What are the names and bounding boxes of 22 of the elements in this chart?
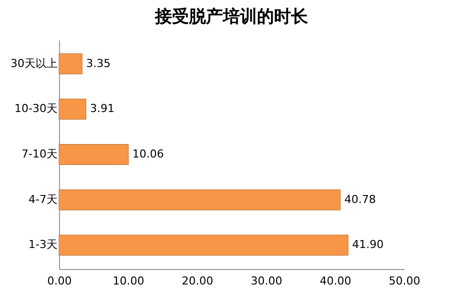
- x-tick-label: 40.00: [320, 274, 352, 288]
- y-tick-label: 7-10天: [22, 148, 58, 160]
- x-tick-label: 20.00: [182, 274, 214, 288]
- y-tick-label: 4-7天: [28, 192, 58, 206]
- data-label: 3.35: [86, 56, 111, 70]
- y-tick-label: 1-3天: [28, 238, 58, 252]
- x-tick-label: 10.00: [112, 274, 144, 288]
- bar: [58, 98, 86, 120]
- data-label: 10.06: [132, 148, 164, 160]
- chart-title: 接受脱产培训的时长: [154, 7, 309, 27]
- y-tick-label: 30天以上: [10, 56, 58, 70]
- bar: [58, 144, 129, 165]
- x-tick-label: 0.00: [47, 274, 72, 288]
- x-tick-label: 30.00: [250, 274, 282, 288]
- bar: [58, 53, 82, 74]
- bar: [58, 189, 341, 210]
- data-label: 41.90: [352, 238, 384, 252]
- data-label: 40.78: [344, 192, 376, 206]
- x-tick-label: 50.00: [388, 274, 420, 288]
- y-tick-label: 10-30天: [14, 102, 58, 116]
- bar: [58, 234, 348, 256]
- data-label: 3.91: [90, 102, 114, 116]
